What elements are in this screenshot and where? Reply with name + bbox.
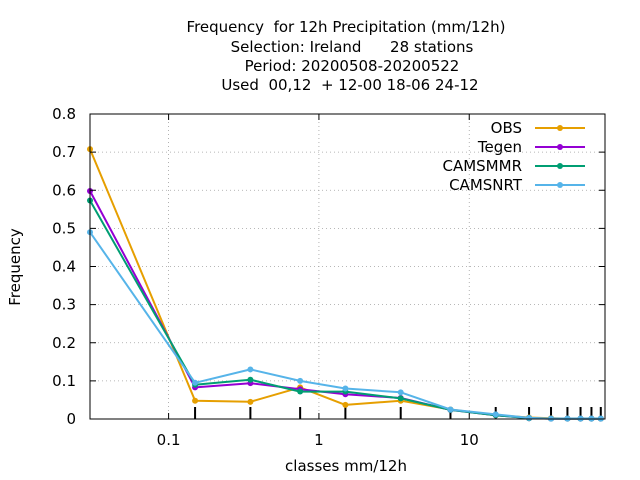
data-point xyxy=(297,388,304,395)
chart-title: Frequency for 12h Precipitation (mm/12h)… xyxy=(187,18,506,94)
y-tick-label: 0.2 xyxy=(52,334,76,352)
legend-swatch-point xyxy=(557,125,563,131)
legend-swatch-point xyxy=(557,163,563,169)
x-tick-label: 1 xyxy=(314,431,324,449)
legend-entry-obs: OBS xyxy=(491,119,585,137)
y-tick-label: 0.3 xyxy=(52,296,76,314)
grid xyxy=(90,114,605,419)
title-line-3: Period: 20200508-20200522 xyxy=(245,57,460,75)
legend-label: CAMSMMR xyxy=(442,157,522,175)
data-point xyxy=(342,401,349,408)
data-point xyxy=(297,377,304,384)
series-line xyxy=(89,148,601,420)
legend-entry-camsmmr: CAMSMMR xyxy=(442,157,585,175)
data-point xyxy=(397,395,404,402)
data-point xyxy=(342,385,349,392)
y-tick-label: 0.8 xyxy=(52,105,76,123)
x-tick-label: 10 xyxy=(460,431,479,449)
legend-swatch-point xyxy=(557,144,563,150)
legend-entry-tegen: Tegen xyxy=(477,138,585,156)
legend-label: CAMSNRT xyxy=(449,176,523,194)
legend-label: Tegen xyxy=(477,138,522,156)
data-point xyxy=(447,406,454,413)
y-tick-label: 0.5 xyxy=(52,219,76,237)
x-axis-label: classes mm/12h xyxy=(285,457,407,475)
series-obs xyxy=(87,146,604,422)
y-tick-label: 0.6 xyxy=(52,181,76,199)
series-lines xyxy=(87,146,604,422)
data-point xyxy=(397,389,404,396)
legend-label: OBS xyxy=(491,119,522,137)
x-tick-label: 0.1 xyxy=(157,431,181,449)
data-point xyxy=(247,398,254,405)
y-tick-label: 0.4 xyxy=(52,258,76,276)
data-point xyxy=(526,414,533,421)
legend-swatch-point xyxy=(557,182,563,188)
y-tick-label: 0.7 xyxy=(52,143,76,161)
data-point xyxy=(492,411,499,418)
title-line-2: Selection: Ireland 28 stations xyxy=(231,38,474,56)
y-axis-label: Frequency xyxy=(6,228,24,306)
title-line-4: Used 00,12 + 12-00 18-06 24-12 xyxy=(221,76,478,94)
data-point xyxy=(192,397,199,404)
plot-frame xyxy=(89,113,606,420)
data-point xyxy=(192,379,199,386)
data-point xyxy=(247,366,254,373)
legend-entry-camsnrt: CAMSNRT xyxy=(449,176,585,194)
axes: 0 0.1 0.2 0.3 0.4 0.5 0.6 0.7 0.8 0.1 1 10 xyxy=(52,105,605,449)
title-line-1: Frequency for 12h Precipitation (mm/12h) xyxy=(187,18,506,36)
data-point xyxy=(247,376,254,383)
y-tick-label: 0 xyxy=(66,410,76,428)
y-tick-label: 0.1 xyxy=(52,372,76,390)
